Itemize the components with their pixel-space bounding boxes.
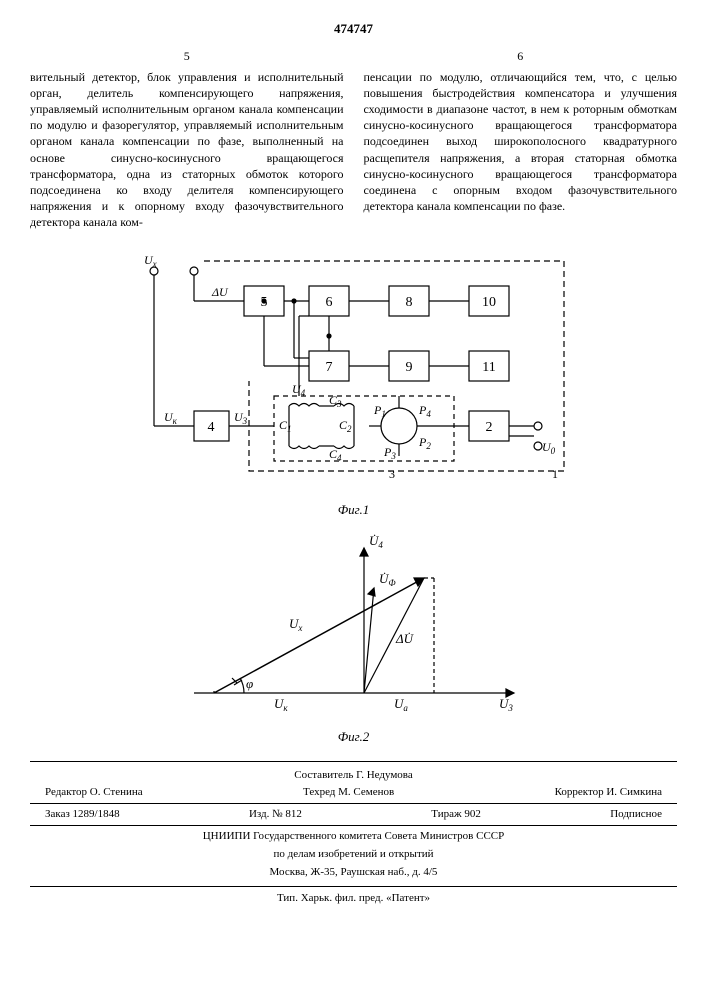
lbl-p3: P3 (383, 445, 396, 461)
lbl-u0: U0 (542, 440, 556, 456)
podpis: Подписное (610, 807, 662, 822)
blk-5: 5 (260, 295, 267, 310)
org2: по делам изобретений и открытий (30, 847, 677, 862)
figure-2: U̇4 U̇Ф Ux ΔU̇ Uк Uа U3 φ Фиг.2 (30, 533, 677, 746)
blk-4: 4 (207, 420, 214, 435)
col-right-num: 6 (364, 48, 678, 64)
lbl-uk: Uк (164, 410, 178, 426)
v-ux: Ux (289, 616, 302, 633)
blk-8: 8 (405, 295, 412, 310)
v-u3: U3 (499, 696, 513, 713)
lbl-1: 1 (552, 467, 558, 481)
lbl-3: 3 (389, 467, 395, 481)
col-left-text: вительный детектор, блок управления и ис… (30, 69, 344, 231)
izd: Изд. № 812 (249, 807, 302, 822)
tirazh: Тираж 902 (431, 807, 481, 822)
lbl-p1: P1 (373, 403, 386, 419)
blk-7: 7 (325, 360, 332, 375)
v-uk: Uк (274, 696, 288, 713)
lbl-c4: C4 (329, 447, 342, 463)
order-row: Заказ 1289/1848 Изд. № 812 Тираж 902 Под… (30, 803, 677, 826)
lbl-u3: U3 (234, 410, 248, 426)
right-column: 6 пенсации по модулю, отличающийся тем, … (364, 48, 678, 231)
blk-2: 2 (485, 420, 492, 435)
footer: Тип. Харьк. фил. пред. «Патент» (30, 886, 677, 906)
v-uphi: U̇Ф (379, 571, 396, 588)
org1: ЦНИИПИ Государственного комитета Совета … (30, 829, 677, 844)
text-columns: 5 вительный детектор, блок управления и … (30, 48, 677, 231)
techred: Техред М. Семенов (303, 785, 394, 800)
doc-number: 474747 (30, 20, 677, 38)
blk-10: 10 (482, 295, 496, 310)
col-right-text: пенсации по модулю, отличающийся тем, чт… (364, 69, 678, 215)
lbl-p4: P4 (418, 403, 431, 419)
blk-6: 6 (325, 295, 332, 310)
fig2-caption: Фиг.2 (30, 728, 677, 746)
left-column: 5 вительный детектор, блок управления и … (30, 48, 344, 231)
compiler: Составитель Г. Недумова (30, 768, 677, 783)
lbl-u4: U4 (292, 382, 306, 398)
blk-11: 11 (482, 360, 495, 375)
figure-1: Ux ΔU Uк U3 U4 C1 C2 C3 C4 P1 P2 P3 P4 U… (30, 246, 677, 519)
v-du: ΔU̇ (395, 631, 415, 646)
lbl-c1: C1 (279, 418, 292, 434)
col-left-num: 5 (30, 48, 344, 64)
lbl-p2: P2 (418, 435, 431, 451)
zakaz: Заказ 1289/1848 (45, 807, 120, 822)
lbl-du: ΔU (211, 285, 229, 299)
v-ua: Uа (394, 696, 408, 713)
credits-block: Составитель Г. Недумова Редактор О. Стен… (30, 761, 677, 906)
lbl-c2: C2 (339, 418, 352, 434)
lbl-ux: Ux (144, 253, 157, 269)
v-phi: φ (246, 676, 253, 691)
org3: Москва, Ж-35, Раушская наб., д. 4/5 (30, 865, 677, 880)
v-u4: U̇4 (369, 533, 383, 550)
blk-9: 9 (405, 360, 412, 375)
corrector: Корректор И. Симкина (555, 785, 662, 800)
editor: Редактор О. Стенина (45, 785, 143, 800)
fig1-caption: Фиг.1 (30, 501, 677, 519)
